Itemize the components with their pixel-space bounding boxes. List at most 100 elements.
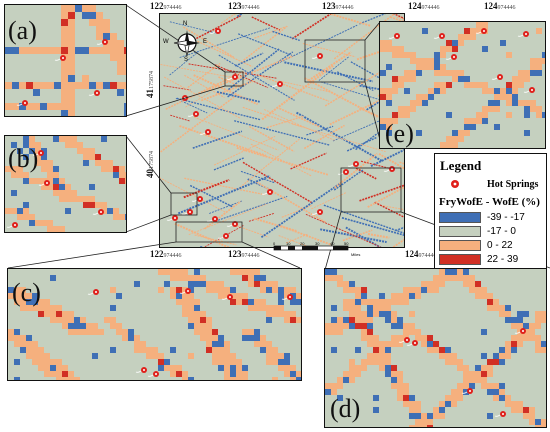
lineament-segment: [175, 97, 208, 114]
raster-cell: [242, 329, 248, 335]
lineament-segment: [201, 80, 254, 102]
raster-cell: [379, 347, 385, 353]
raster-cell: [61, 75, 68, 82]
bottom-tick-2: 123974446: [228, 249, 260, 260]
raster-cell: [343, 371, 349, 377]
raster-cell: [254, 275, 260, 281]
hot-spring-marker: [337, 169, 349, 175]
lineament-segment: [203, 200, 242, 230]
raster-cell: [82, 12, 89, 19]
raster-cell: [74, 317, 80, 323]
raster-cell: [14, 287, 20, 293]
raster-cell: [481, 353, 487, 359]
hot-spring-marker: [217, 233, 229, 239]
raster-cell: [416, 94, 422, 100]
raster-cell: [61, 61, 68, 68]
raster-cell: [23, 154, 29, 160]
raster-cell: [529, 407, 535, 413]
raster-cell: [517, 341, 523, 347]
raster-cell: [218, 287, 224, 293]
raster-cell: [505, 395, 511, 401]
raster-cell: [349, 317, 355, 323]
lineament-segment: [187, 62, 221, 89]
raster-cell: [23, 136, 29, 142]
raster-cell: [224, 347, 230, 353]
lineament-segment: [184, 177, 265, 196]
raster-cell: [83, 154, 89, 160]
raster-cell: [451, 359, 457, 365]
raster-cell: [536, 112, 542, 118]
top-tick-5: 124974446: [484, 1, 516, 12]
lineament-segment: [179, 125, 267, 157]
hot-spring-marker: [226, 74, 238, 80]
raster-cell: [41, 166, 47, 172]
raster-cell: [40, 47, 47, 54]
raster-cell: [452, 136, 458, 142]
raster-cell: [476, 22, 482, 28]
raster-cell: [355, 293, 361, 299]
raster-cell: [331, 305, 337, 311]
scale-label-40: 40: [330, 241, 335, 246]
lineament-segment: [330, 14, 371, 27]
hot-spring-symbol-icon: [451, 180, 459, 188]
raster-cell: [391, 299, 397, 305]
raster-cell: [5, 103, 12, 110]
raster-cell: [224, 359, 230, 365]
raster-cell: [487, 293, 493, 299]
lineament-segment: [183, 178, 230, 199]
raster-cell: [61, 110, 68, 116]
raster-cell: [260, 347, 266, 353]
raster-cell: [349, 365, 355, 371]
raster-cell: [415, 407, 421, 413]
raster-cell: [488, 106, 494, 112]
lineament-segment: [281, 204, 313, 218]
raster-cell: [278, 365, 284, 371]
raster-cell: [452, 70, 458, 76]
legend-class-1: -39 - -17: [487, 212, 525, 223]
raster-cell: [117, 47, 124, 54]
inset-d: [324, 268, 547, 428]
raster-cell: [428, 94, 434, 100]
lineament-segment: [341, 216, 404, 237]
hot-spring-marker: [181, 209, 193, 215]
raster-cell: [458, 76, 464, 82]
lineament-segment: [342, 229, 373, 242]
raster-cell: [493, 395, 499, 401]
raster-cell: [32, 341, 38, 347]
raster-cell: [32, 305, 38, 311]
hot-spring-marker: [475, 28, 487, 34]
raster-cell: [75, 47, 82, 54]
raster-cell: [290, 377, 296, 380]
raster-cell: [29, 148, 35, 154]
raster-cell: [35, 148, 41, 154]
raster-cell: [457, 395, 463, 401]
inset-e: [379, 21, 546, 149]
raster-cell: [26, 347, 32, 353]
lineament-segment: [237, 33, 293, 56]
raster-cell: [29, 220, 35, 226]
raster-cell: [361, 317, 367, 323]
raster-cell: [224, 371, 230, 377]
raster-cell: [80, 329, 86, 335]
hot-spring-marker: [461, 388, 473, 394]
raster-cell: [361, 365, 367, 371]
raster-cell: [134, 335, 140, 341]
raster-cell: [379, 311, 385, 317]
raster-cell: [296, 377, 301, 380]
raster-cell: [59, 226, 65, 232]
raster-cell: [89, 184, 95, 190]
raster-cell: [415, 329, 421, 335]
raster-cell: [113, 208, 119, 214]
raster-cell: [8, 335, 14, 341]
raster-cell: [20, 305, 26, 311]
raster-cell: [440, 52, 446, 58]
raster-cell: [337, 395, 343, 401]
hot-spring-marker: [32, 150, 44, 156]
hot-spring-marker: [226, 221, 238, 227]
raster-cell: [146, 347, 152, 353]
hot-spring-marker: [517, 31, 529, 37]
raster-cell: [41, 148, 47, 154]
raster-cell: [50, 305, 56, 311]
raster-cell: [188, 293, 194, 299]
raster-cell: [463, 281, 469, 287]
